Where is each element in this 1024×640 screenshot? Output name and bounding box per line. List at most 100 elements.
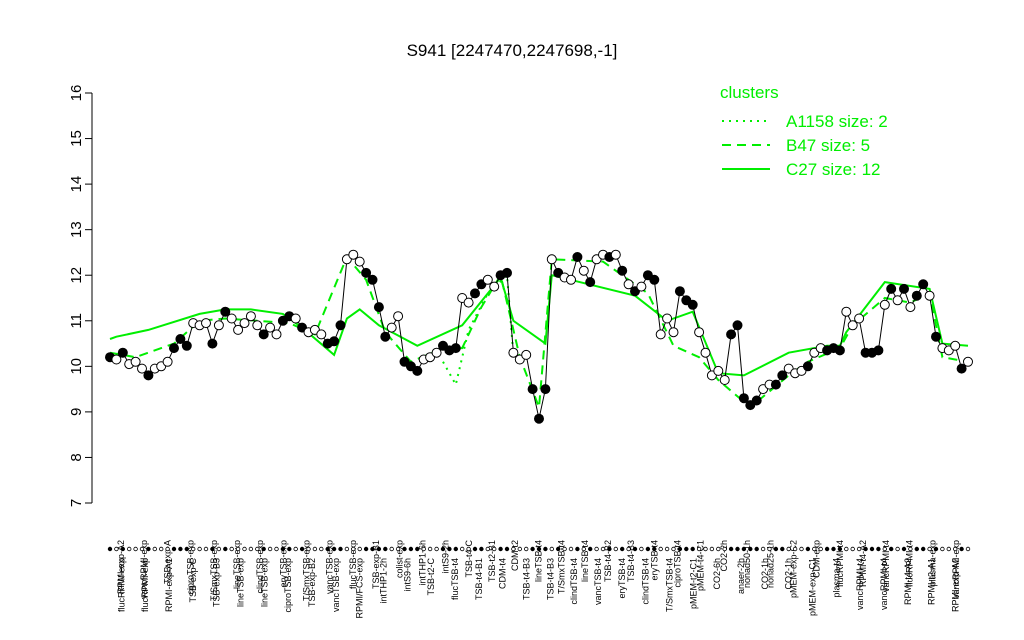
rug-marker [402, 546, 407, 552]
x-tick-label-bottom: TSB-t2-C [426, 558, 436, 596]
rug-marker [331, 546, 337, 552]
x-tick-label-bottom: RPMI-exp-A1 [164, 558, 174, 612]
data-point [450, 343, 461, 354]
y-tick-label: 12 [68, 267, 85, 284]
rug-marker [165, 546, 170, 552]
data-point [348, 249, 359, 260]
rug-marker [274, 546, 279, 552]
data-point [847, 320, 858, 331]
data-point [239, 318, 250, 329]
y-tick-label: 8 [68, 453, 85, 461]
rug-marker [255, 546, 260, 552]
data-point [700, 347, 711, 358]
rug-marker [210, 546, 215, 552]
data-point [213, 320, 224, 331]
rug-marker [562, 546, 567, 552]
rug-marker [696, 546, 702, 552]
x-tick-label-top: flucRPMI-t4 [904, 540, 914, 587]
x-tick-label-bottom: flucTSB-t4 [450, 558, 460, 600]
rug-marker [556, 546, 561, 552]
rug-marker [485, 546, 490, 552]
data-point [879, 299, 890, 310]
rug-marker [844, 546, 849, 552]
rug-marker [748, 546, 753, 552]
rug-marker [280, 546, 286, 552]
rug-marker [543, 546, 548, 552]
x-tick-label-bottom: CO2-1h [760, 558, 770, 590]
x-tick-label-bottom: CO2-6h [712, 558, 722, 590]
data-point [431, 347, 442, 358]
profile-line [109, 254, 969, 419]
rug-marker [492, 546, 497, 552]
rug-marker [959, 546, 964, 552]
legend-title: clusters [720, 83, 779, 102]
x-tick-label-top: vancRPMI-t4 [881, 540, 891, 592]
rug-marker [126, 546, 132, 552]
y-tick-label: 7 [68, 499, 85, 507]
x-tick-label-top: CO2-2h [719, 540, 729, 572]
rug-marker [620, 546, 625, 552]
data-point [329, 336, 340, 347]
rug-marker [632, 546, 638, 552]
rug-marker [133, 546, 138, 552]
legend-entry: C27 size: 12 [786, 160, 881, 179]
data-point [169, 343, 179, 354]
rug-marker [120, 546, 125, 552]
rug-marker [901, 546, 907, 552]
rug-marker [850, 546, 855, 552]
x-tick-label-bottom: plasma-t4 [831, 558, 841, 598]
data-point [527, 384, 538, 395]
rug-marker [357, 546, 362, 552]
rug-marker [293, 546, 298, 552]
data-point [111, 354, 122, 365]
x-tick-label-top: TSB-t2-B1 [487, 540, 497, 582]
data-point [841, 306, 852, 317]
rug-marker [190, 546, 196, 552]
rug-marker [267, 546, 273, 552]
x-tick-label-bottom: pMEM-t2-C1 [688, 558, 698, 609]
rug-marker [716, 546, 721, 552]
rug-marker [171, 546, 177, 552]
x-tick-label-bottom: TSB-t4-B3 [521, 558, 531, 600]
data-point [130, 356, 141, 367]
x-tick-label-top: ciproTSB-t4 [672, 540, 682, 588]
rug-marker [306, 546, 311, 552]
x-tick-label-top: flucTSB-exp [348, 540, 358, 589]
data-point [265, 322, 276, 333]
data-point [662, 313, 673, 324]
rug-marker [645, 546, 651, 552]
rug-marker [549, 546, 554, 552]
data-point [175, 334, 186, 344]
x-tick-label-bottom: lineTSB-exp [235, 558, 245, 607]
rug-marker [427, 546, 433, 552]
x-tick-label-top: vancRPMI-exp [951, 540, 961, 599]
rug-marker [338, 546, 343, 552]
rug-marker [863, 546, 868, 552]
y-tick-label: 14 [68, 176, 85, 193]
x-tick-label-top: RPMI-t4-A2 [858, 540, 868, 587]
x-tick-label-top: vancTSB-exp [325, 540, 335, 594]
x-tick-label-bottom: TSB-exp-B2 [307, 558, 317, 607]
x-tick-label-top: intTHP1-6h [417, 540, 427, 586]
x-tick-label-bottom: anaer-2h [736, 558, 746, 594]
data-point [751, 395, 762, 406]
data-point [546, 254, 557, 265]
rug-marker [370, 546, 375, 552]
data-point [899, 283, 909, 294]
rug-marker [530, 546, 535, 552]
data-point [207, 338, 218, 349]
chart-title: S941 [2247470,2247698,-1] [407, 41, 618, 60]
x-tick-label-bottom: eryTSB-t4 [617, 558, 627, 599]
y-tick-label: 11 [68, 313, 85, 329]
y-tick-label: 10 [68, 358, 85, 375]
rug-marker [517, 546, 522, 552]
rug-marker [946, 546, 951, 552]
data-points [105, 249, 973, 424]
x-tick-label-top: TSB-t4-C [464, 540, 474, 578]
x-tick-label-top: plasma-exp [928, 540, 938, 587]
data-point [719, 375, 730, 385]
rug-marker [223, 546, 228, 552]
expression-profile-line [109, 254, 969, 419]
rug-marker [690, 546, 695, 552]
